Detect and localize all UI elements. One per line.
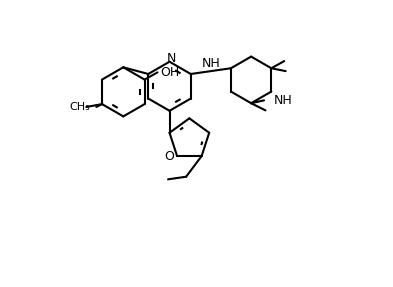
Text: NH: NH bbox=[202, 57, 220, 70]
Text: O: O bbox=[164, 150, 174, 162]
Text: NH: NH bbox=[274, 94, 292, 107]
Text: OH: OH bbox=[160, 66, 180, 79]
Text: CH₃: CH₃ bbox=[70, 102, 90, 112]
Text: N: N bbox=[166, 52, 176, 65]
